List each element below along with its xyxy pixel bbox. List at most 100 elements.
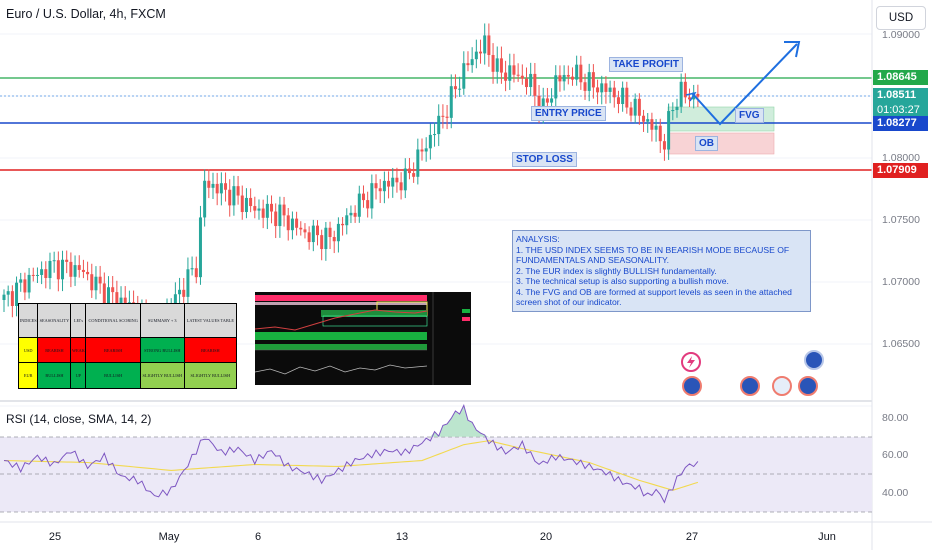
rsi-axis-40: 40.00: [882, 487, 909, 499]
candle-body: [44, 269, 48, 279]
currency-button[interactable]: USD: [876, 6, 926, 30]
time-label: 27: [685, 531, 699, 543]
table-cell: UP: [70, 362, 87, 389]
table-cell: EUR: [17, 362, 39, 389]
candle-body: [525, 78, 528, 88]
us-flag-icon[interactable]: [772, 376, 792, 396]
candle-body: [303, 229, 307, 233]
candle-body: [391, 177, 395, 187]
candle-body: [508, 65, 512, 81]
candle-body: [537, 95, 541, 112]
candle-body: [123, 297, 127, 306]
candle-body: [600, 83, 604, 93]
candle-body: [307, 232, 311, 243]
candle-body: [570, 76, 574, 80]
time-label: 13: [395, 531, 409, 543]
candle-body: [550, 98, 554, 103]
rsi-axis-80: 80.00: [882, 412, 909, 424]
table-cell: WEAK: [70, 337, 87, 363]
candle-body: [215, 183, 219, 194]
ob-label[interactable]: OB: [695, 136, 718, 151]
candle-body: [236, 186, 240, 196]
candle-body: [311, 225, 315, 243]
globe-icon[interactable]: [682, 376, 702, 396]
axis-label-4: 1.07000: [882, 276, 920, 288]
candle-body: [282, 204, 286, 216]
analysis-point-3: 3. The technical setup is also supportin…: [516, 276, 729, 286]
candle-body: [470, 59, 474, 66]
stop-loss-label[interactable]: STOP LOSS: [512, 152, 577, 167]
candle-body: [462, 63, 466, 89]
table-cell: BEARISH: [183, 337, 238, 363]
candle-body: [65, 259, 69, 262]
candle-body: [295, 218, 299, 228]
candle-body: [278, 204, 282, 227]
candle-body: [575, 64, 579, 80]
take-profit-label[interactable]: TAKE PROFIT: [609, 57, 683, 72]
candle-body: [395, 177, 399, 183]
candle-body: [424, 148, 428, 152]
rsi-axis-60: 60.00: [882, 449, 909, 461]
analysis-heading: ANALYSIS:: [516, 234, 560, 244]
fvg-label[interactable]: FVG: [735, 108, 764, 123]
candle-body: [207, 180, 211, 188]
entry-price-label[interactable]: ENTRY PRICE: [531, 106, 606, 121]
entry-price-tag: 1.08277: [873, 116, 928, 131]
candle-body: [102, 283, 106, 306]
globe-icon[interactable]: [740, 376, 760, 396]
candle-body: [73, 265, 77, 277]
candle-body: [654, 125, 658, 130]
candle-body: [696, 93, 700, 97]
candle-body: [642, 115, 646, 122]
candle-body: [19, 279, 23, 283]
candlestick-series: [2, 23, 700, 353]
axis-label-3: 1.07500: [882, 214, 920, 226]
candle-body: [529, 73, 533, 88]
candle-body: [604, 83, 608, 92]
candle-body: [328, 227, 332, 238]
table-cell: STRONG BULLISH: [139, 337, 185, 363]
candle-body: [675, 106, 679, 111]
table-header: SUMMARY + 3: [139, 303, 185, 338]
globe-icon[interactable]: [798, 376, 818, 396]
candle-body: [353, 212, 357, 217]
time-label: 6: [254, 531, 262, 543]
take-profit-price-tag: 1.08645: [873, 70, 928, 85]
rsi-band: [0, 437, 872, 512]
lightning-icon[interactable]: [681, 352, 701, 372]
candle-body: [428, 134, 432, 149]
candle-body: [40, 269, 44, 275]
candle-body: [370, 183, 374, 209]
candle-body: [270, 203, 274, 212]
candle-body: [646, 119, 650, 122]
indicator-screenshot: [255, 292, 471, 385]
candle-body: [387, 180, 391, 187]
fundamentals-table: INDICES SEASONALITY LEI's CONDITIONAL SC…: [17, 303, 238, 389]
analysis-point-4: 4. The FVG and OB are formed at support …: [516, 286, 792, 308]
candle-body: [374, 183, 378, 189]
current-price-tag: 1.08511: [873, 88, 928, 103]
candle-body: [667, 111, 671, 150]
table-cell: BULLISH: [85, 362, 141, 389]
table-row: EUR BULLISH UP BULLISH SLIGHTLY BULLISH …: [17, 362, 238, 389]
candle-body: [173, 294, 177, 311]
candle-body: [495, 58, 499, 72]
candle-body: [612, 87, 616, 98]
analysis-note[interactable]: ANALYSIS: 1. THE USD INDEX SEEMS TO BE I…: [512, 230, 811, 312]
candle-body: [211, 183, 215, 188]
candle-body: [265, 203, 269, 218]
candle-body: [48, 260, 52, 279]
table-header: LEI's: [70, 303, 87, 338]
candle-body: [412, 173, 416, 177]
candle-body: [637, 98, 641, 116]
stop-loss-price-tag: 1.07909: [873, 163, 928, 178]
globe-icon[interactable]: [804, 350, 824, 370]
candle-body: [633, 98, 637, 116]
table-header: CONDITIONAL SCORING: [85, 303, 141, 338]
table-cell: BULLISH: [37, 362, 72, 389]
candle-body: [512, 65, 516, 75]
time-label: May: [158, 531, 180, 543]
candle-body: [52, 260, 56, 262]
candle-body: [336, 223, 340, 242]
candle-body: [499, 58, 503, 73]
